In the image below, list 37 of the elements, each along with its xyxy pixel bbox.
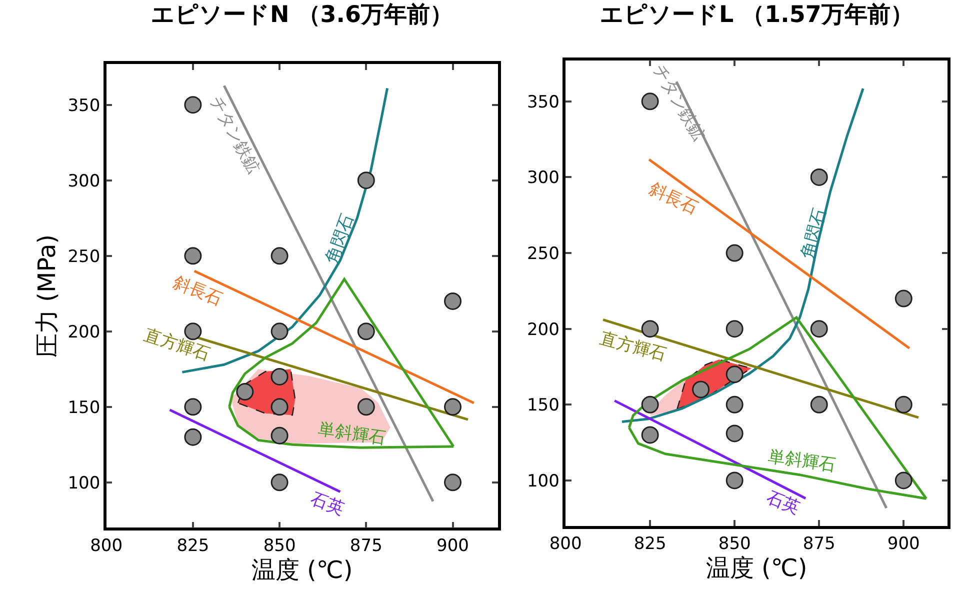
chart-title: エピソードL （1.57万年前） xyxy=(600,2,914,28)
text: 直方輝石 xyxy=(598,328,668,366)
y-tick-label: 200 xyxy=(68,322,100,342)
y-tick-label: 150 xyxy=(526,396,560,416)
y-tick-label: 100 xyxy=(68,473,100,494)
text: 単斜輝石 xyxy=(316,419,388,449)
text: 直方輝石 xyxy=(142,325,213,366)
x-tick-label: 825 xyxy=(176,536,210,556)
x-tick-label: 850 xyxy=(718,534,751,554)
x-axis-title: 温度 (℃) xyxy=(706,554,808,582)
text: チタン鉄鉱 xyxy=(206,92,264,178)
x-tick-label: 850 xyxy=(263,536,296,556)
x-tick-label: 900 xyxy=(436,536,469,556)
text: 斜長石 xyxy=(170,272,225,310)
x-tick-label: 900 xyxy=(887,534,920,554)
text: 角閃石 xyxy=(322,211,358,266)
x-tick-label: 825 xyxy=(634,534,666,554)
x-tick-label: 875 xyxy=(350,536,382,556)
y-tick-label: 100 xyxy=(526,471,560,492)
text: 石英 xyxy=(763,487,802,519)
y-tick-label: 250 xyxy=(526,244,560,264)
chart-title: エピソードN （3.6万年前） xyxy=(151,2,454,28)
text: 斜長石 xyxy=(646,179,701,219)
y-tick-label: 250 xyxy=(68,246,100,267)
y-tick-label: 350 xyxy=(526,92,560,112)
y-tick-label: 150 xyxy=(68,398,100,418)
y-axis-title: 圧力 (MPa) xyxy=(32,234,61,358)
x-tick-label: 800 xyxy=(90,536,123,556)
y-tick-label: 200 xyxy=(526,320,560,340)
text: 石英 xyxy=(308,488,346,520)
y-tick-label: 300 xyxy=(68,171,100,192)
x-axis-title: 温度 (℃) xyxy=(251,556,353,584)
x-tick-label: 875 xyxy=(802,534,836,554)
x-tick-label: 800 xyxy=(549,534,582,554)
y-tick-label: 350 xyxy=(68,96,100,116)
y-tick-label: 300 xyxy=(526,168,560,188)
text: 単斜輝石 xyxy=(766,446,838,476)
